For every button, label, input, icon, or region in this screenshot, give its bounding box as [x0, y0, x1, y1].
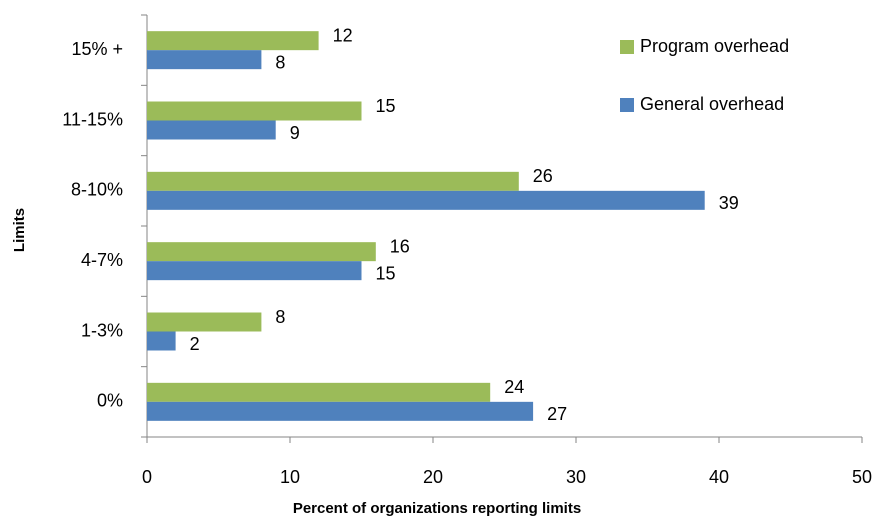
data-label: 26 [533, 166, 553, 186]
bar [147, 331, 176, 351]
legend-swatch [620, 98, 634, 112]
x-tick-label: 30 [566, 467, 586, 487]
x-tick-label: 0 [142, 467, 152, 487]
legend-label: General overhead [640, 94, 784, 114]
bar [147, 382, 491, 402]
y-tick-label: 15% + [71, 39, 123, 59]
bar [147, 31, 319, 51]
data-label: 8 [275, 52, 285, 72]
y-axis-title: Limits [11, 208, 28, 252]
bar [147, 50, 262, 70]
data-label: 39 [719, 193, 739, 213]
data-label: 16 [390, 236, 410, 256]
data-label: 12 [333, 25, 353, 45]
data-label: 27 [547, 404, 567, 424]
x-tick-label: 40 [709, 467, 729, 487]
bar [147, 171, 519, 191]
bar [147, 401, 534, 421]
bar [147, 101, 362, 121]
x-axis-title: Percent of organizations reporting limit… [293, 500, 581, 517]
legend-label: Program overhead [640, 36, 789, 56]
x-tick-label: 50 [852, 467, 872, 487]
x-tick-label: 20 [423, 467, 443, 487]
y-tick-label: 1-3% [81, 320, 123, 340]
y-tick-label: 0% [97, 391, 123, 411]
y-tick-label: 4-7% [81, 250, 123, 270]
bar [147, 190, 705, 210]
legend-swatch [620, 40, 634, 54]
data-label: 15 [376, 96, 396, 116]
data-label: 9 [290, 123, 300, 143]
y-tick-label: 11-15% [62, 109, 123, 129]
data-label: 2 [190, 334, 200, 354]
bar [147, 120, 276, 140]
bar [147, 261, 362, 281]
y-tick-label: 8-10% [71, 180, 123, 200]
bar [147, 242, 376, 262]
data-label: 15 [376, 263, 396, 283]
x-tick-label: 10 [280, 467, 300, 487]
bar [147, 312, 262, 332]
data-label: 8 [275, 307, 285, 327]
data-label: 24 [504, 377, 524, 397]
